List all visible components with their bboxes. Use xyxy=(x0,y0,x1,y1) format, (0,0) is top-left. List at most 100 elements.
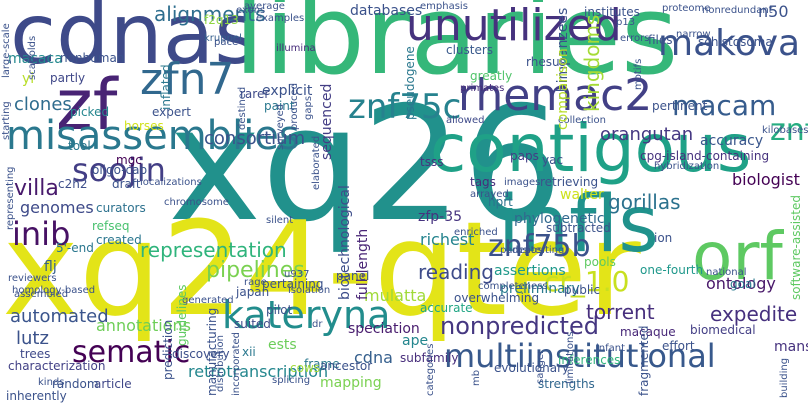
word: limitations xyxy=(565,331,576,385)
word: prediction xyxy=(161,319,175,380)
word: sematic xyxy=(72,335,191,370)
word: cows xyxy=(290,361,321,375)
word: orangutan xyxy=(600,124,694,145)
word: ontology xyxy=(706,274,776,293)
word: cr_1.0 xyxy=(544,265,630,298)
word: c2h2 xyxy=(58,177,88,191)
word: gorillas xyxy=(608,190,681,214)
word: tags xyxy=(470,175,496,189)
word: biomedical xyxy=(690,323,756,337)
word: mgc xyxy=(116,153,142,167)
word: zf xyxy=(56,64,118,146)
word: comparison xyxy=(555,48,571,130)
word: nonredundant xyxy=(702,5,773,16)
word: inib xyxy=(12,215,71,253)
word: public xyxy=(564,283,601,297)
word: partly xyxy=(50,71,86,85)
word: one-fourth xyxy=(640,263,704,277)
word: dr xyxy=(312,319,323,330)
word: pace xyxy=(214,37,239,48)
word: surveyed xyxy=(275,103,286,150)
word: cdnas xyxy=(10,0,258,83)
word: isolation xyxy=(288,285,331,296)
word: tool xyxy=(68,139,91,153)
word: mb xyxy=(471,369,482,386)
word: mansoni xyxy=(774,339,808,355)
word: automated xyxy=(10,306,109,327)
word: discovery xyxy=(172,347,230,361)
word: institutes xyxy=(584,5,640,19)
word: proteome xyxy=(662,3,711,14)
word: scaffolds xyxy=(27,35,38,80)
word: kingdoms xyxy=(580,14,604,112)
word: examples xyxy=(256,13,305,24)
word: elaborated xyxy=(311,135,322,190)
word: silent xyxy=(266,215,294,226)
word: oligo-cap xyxy=(92,163,148,177)
word: znf75c xyxy=(348,87,462,127)
word: collection xyxy=(558,115,606,126)
word: rage xyxy=(244,277,267,288)
word: richest xyxy=(420,230,475,249)
word: destined xyxy=(237,86,248,130)
word: pertinent xyxy=(652,99,708,113)
word: p13 xyxy=(616,17,636,28)
word: annotations xyxy=(96,316,191,335)
word: pools xyxy=(584,255,616,269)
word: infant xyxy=(596,343,626,354)
word: ape xyxy=(402,333,429,349)
word: national xyxy=(706,267,747,278)
word: building xyxy=(779,357,790,398)
word: databases xyxy=(350,3,423,19)
word: multiinstitutional xyxy=(444,337,716,375)
word: allowed xyxy=(446,115,485,126)
word: znf75b xyxy=(488,229,591,264)
word: znf75a xyxy=(770,113,808,148)
word: frame xyxy=(304,357,340,371)
word: phylogenetic xyxy=(514,211,605,227)
word: macaque xyxy=(620,325,676,339)
word: pipelines xyxy=(206,258,305,283)
word: draft xyxy=(112,177,141,191)
word: reviewers xyxy=(8,273,57,284)
word: article xyxy=(94,377,132,391)
word: expert xyxy=(152,105,191,119)
word: images xyxy=(504,177,541,188)
word: assertions xyxy=(494,263,566,279)
word: orf xyxy=(692,218,783,295)
word: curators xyxy=(96,201,146,215)
word: misassemblies xyxy=(6,113,300,159)
word: kateryna xyxy=(222,293,391,337)
word: kinds xyxy=(38,377,65,388)
word: representation xyxy=(140,238,287,262)
word: pseudogene xyxy=(403,46,417,120)
word: assembled xyxy=(14,289,69,300)
word: localizations xyxy=(140,177,202,188)
word: files xyxy=(648,33,673,47)
word: narrow xyxy=(676,29,711,40)
word: consortium xyxy=(204,128,306,149)
word: illumina xyxy=(276,43,316,54)
word: macam xyxy=(672,89,777,122)
word: walter xyxy=(560,187,604,203)
word: u937 xyxy=(284,269,310,280)
word: representing xyxy=(5,166,16,230)
word: greatly xyxy=(470,69,513,83)
word: subfamily xyxy=(400,351,459,365)
word: kilobases xyxy=(762,125,808,136)
word: retrotranscription xyxy=(188,362,329,381)
word: pilot xyxy=(266,303,293,317)
word: goal xyxy=(730,277,756,291)
word: infls xyxy=(498,180,659,270)
word: preliminary xyxy=(500,281,580,297)
word: n50 xyxy=(758,2,789,21)
word: zfn7 xyxy=(140,54,235,105)
word: splicing xyxy=(272,375,311,386)
word: parasite xyxy=(500,245,541,256)
word: alignments xyxy=(154,2,266,26)
word: paint xyxy=(264,99,295,113)
word: ancestor xyxy=(320,359,373,373)
word: gaps xyxy=(303,95,314,120)
word: yac xyxy=(542,153,564,167)
word: soojin xyxy=(72,151,166,189)
